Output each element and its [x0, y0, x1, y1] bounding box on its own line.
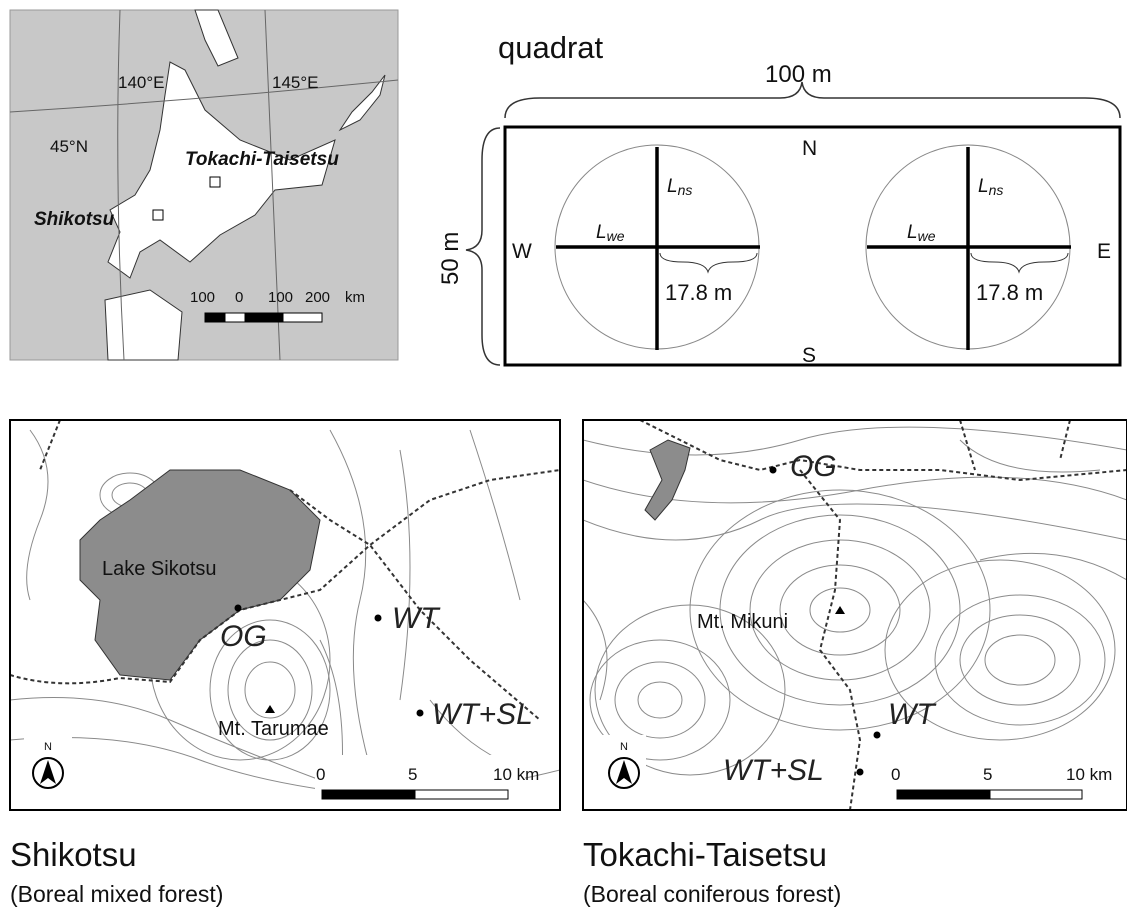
overview-map: 140°E 145°E 45°N Tokachi-Taisetsu Shikot…	[10, 10, 398, 360]
stand-point	[770, 467, 777, 474]
lat-label: 45°N	[50, 137, 88, 156]
map-title: Shikotsu	[10, 836, 137, 873]
direction: W	[512, 240, 532, 263]
scale-label: 100	[190, 289, 215, 306]
place-label: Mt. Mikuni	[697, 611, 788, 633]
scale-label: 100	[268, 289, 293, 306]
radius-label: 17.8 m	[665, 280, 732, 305]
lon-label: 145°E	[272, 73, 319, 92]
stand-label: WT+SL	[723, 754, 824, 787]
site-label: Tokachi-Taisetsu	[185, 149, 339, 170]
scale-label: 10 km	[493, 765, 539, 784]
radius-brace	[660, 253, 757, 272]
scale-label: 200	[305, 289, 330, 306]
direction: S	[802, 344, 816, 367]
north-label: N	[620, 741, 628, 753]
place-label: Lake Sikotsu	[102, 558, 217, 580]
north-label: N	[44, 741, 52, 753]
we-label: Lwe	[907, 222, 936, 244]
radius-brace	[971, 253, 1068, 272]
scale-label: km	[345, 289, 365, 306]
stand-point	[235, 605, 242, 612]
lon-label: 140°E	[118, 73, 165, 92]
map-subtitle: (Boreal mixed forest)	[10, 881, 223, 907]
scale-label: 0	[891, 765, 900, 784]
ns-label: Lns	[667, 176, 692, 198]
scale-bar	[322, 790, 415, 799]
ns-label: Lns	[978, 176, 1003, 198]
map-title: Tokachi-Taisetsu	[583, 836, 827, 873]
scale-bar	[990, 790, 1082, 799]
scale-label: 0	[235, 289, 243, 306]
shikotsu-map: Lake Sikotsu Mt. Tarumae OG WT WT+SL N 0…	[10, 420, 560, 907]
stand-label: OG	[790, 450, 837, 483]
figure: 140°E 145°E 45°N Tokachi-Taisetsu Shikot…	[0, 0, 1127, 910]
north-arrow: N	[598, 735, 646, 795]
scale-bar	[415, 790, 508, 799]
north-arrow: N	[24, 735, 72, 795]
map-subtitle: (Boreal coniferous forest)	[583, 881, 841, 907]
scale-bar	[897, 790, 990, 799]
quadrat-title: quadrat	[498, 30, 604, 65]
stand-label: WT+SL	[432, 698, 533, 731]
height-label: 50 m	[437, 232, 464, 285]
place-label: Mt. Tarumae	[218, 718, 329, 740]
stand-label: WT	[392, 602, 441, 635]
scale-label: 0	[316, 765, 325, 784]
stand-label: WT	[888, 698, 937, 731]
stand-point	[417, 710, 424, 717]
stand-point	[874, 732, 881, 739]
scale-label: 5	[408, 765, 417, 784]
we-label: Lwe	[596, 222, 625, 244]
stand-point	[857, 769, 864, 776]
quadrat-diagram: quadrat 100 m 50 m N S W E Lns Lwe 17.8 …	[437, 30, 1120, 367]
scale-label: 5	[983, 765, 992, 784]
width-label: 100 m	[765, 61, 832, 88]
direction: N	[802, 137, 817, 160]
tokachi-map: Mt. Mikuni OG WT WT+SL N 0 5 10 km Tokac…	[583, 420, 1127, 907]
site-label: Shikotsu	[34, 209, 115, 230]
radius-label: 17.8 m	[976, 280, 1043, 305]
plot: Lns Lwe 17.8 m	[555, 145, 760, 350]
height-brace	[466, 128, 500, 365]
stand-point	[375, 615, 382, 622]
scale-bar	[205, 313, 322, 322]
stand-label: OG	[220, 620, 267, 653]
plot: Lns Lwe 17.8 m	[866, 145, 1071, 350]
scale-label: 10 km	[1066, 765, 1112, 784]
direction: E	[1097, 240, 1111, 263]
